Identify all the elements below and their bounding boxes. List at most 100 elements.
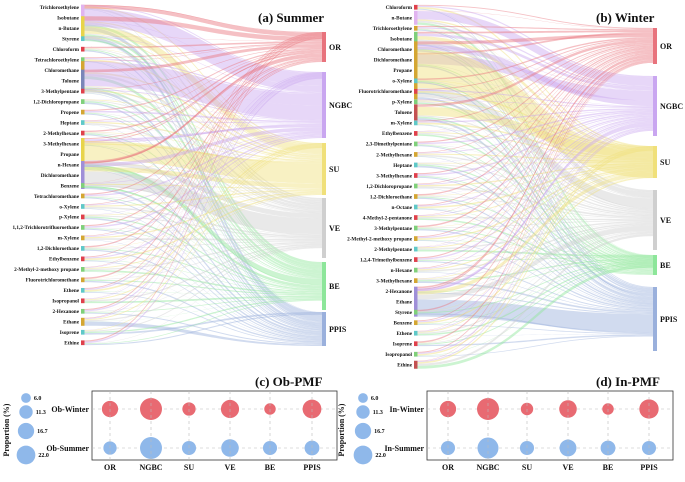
flow-n-butane-to-ngbc	[417, 11, 653, 87]
source-node-heptane	[414, 162, 418, 168]
flow-trichloroethylene-to-ppis	[417, 29, 653, 289]
flow-n-hexane-to-su	[84, 163, 322, 184]
flow-3-methylhexane-to-ngbc	[417, 121, 653, 279]
source-node-2-3-dimethylpentane	[414, 141, 418, 147]
flow-isobutane-to-ngbc	[417, 33, 653, 91]
flow-n-hexane-to-ppis	[84, 165, 322, 333]
flow-ethane-to-ve	[417, 225, 653, 300]
flow-3-methylhexane-to-be	[84, 144, 322, 279]
flow-toluene-to-or	[417, 39, 653, 107]
flow-3-methylpentane-to-su	[84, 90, 322, 160]
source-node-isoprene	[81, 329, 85, 335]
flow-2-3-dimethylpentane-to-ve	[417, 144, 653, 214]
flow-heptane-to-ngbc	[84, 120, 322, 124]
flow-chloroform-to-ve	[84, 48, 322, 205]
flow-ethylbenzene-to-ppis	[84, 260, 322, 342]
flow-1-1-2-trichlorotrifluoroethane-to-be	[84, 228, 322, 292]
flow-isopropanol-to-ve	[84, 243, 322, 302]
flow-trichloroethylene-to-ve	[84, 7, 322, 200]
flow-fluorotrichloromethane-to-be	[84, 279, 322, 296]
flow-n-butane-to-su	[417, 19, 653, 149]
flow-chloroform-to-ppis	[417, 8, 653, 288]
flow-tetrachloromethane-to-ppis	[84, 197, 322, 336]
target-label-ppis: PPIS	[329, 325, 347, 334]
flow-m-xylene-to-su	[417, 122, 653, 160]
flow-isoprene-to-su	[417, 146, 653, 344]
target-label-or: OR	[660, 42, 672, 51]
flow-2-methylpentane-to-ngbc	[417, 118, 653, 248]
flow-styrene-to-or	[417, 57, 653, 312]
row-label-ob-winter: Ob-Winter	[51, 405, 89, 414]
flow-2-hexanone-to-ve	[84, 244, 322, 312]
flow-n-hexane-to-or	[84, 53, 322, 164]
flow-ethane-to-or	[417, 55, 653, 289]
source-node-2-methyl-2-methoxy-propane	[81, 267, 85, 272]
source-label-n-octane: n-Octane	[392, 205, 413, 211]
flow-3-methylhexane-to-su	[84, 143, 322, 164]
source-label-2-methylhexane: 2-Methylhexane	[376, 152, 412, 158]
flow-2-methyl-2-methoxy-propane-to-su	[84, 194, 322, 269]
source-node-3-methylpentane	[81, 88, 85, 94]
flow-3-methylpentane-to-or	[84, 47, 322, 90]
flow-m-xylene-to-ppis	[417, 124, 653, 301]
flow-1-1-2-trichlorotrifluoroethane-to-ve	[84, 227, 322, 239]
flow-ethene-to-or	[417, 59, 653, 332]
flow-4-methyl-2-pentanone-to-su	[417, 166, 653, 218]
row-label-in-summer: In-Summer	[384, 444, 424, 453]
flow-propane-to-ngbc	[84, 125, 322, 142]
flow-2-methyl-2-methoxy-propane-to-ngbc	[417, 117, 653, 239]
flow-ethene-to-be	[417, 261, 653, 336]
flow-1-2-dichloroethane-to-ve	[417, 196, 653, 219]
flow-p-xylene-to-ppis	[417, 104, 653, 298]
source-label-1-2-dichloroethane: 1,2-Dichloroethane	[37, 246, 80, 252]
flow-isopropanol-to-su	[417, 147, 653, 356]
source-node-1-2-4-trimethylbenzene	[414, 257, 418, 262]
source-label-heptane: Heptane	[393, 163, 412, 169]
flow-chloroform-to-ppis	[84, 50, 322, 322]
flow-isoprene-to-ve	[84, 246, 322, 332]
flow-toluene-to-or	[84, 44, 322, 73]
flow-propane-to-su	[84, 141, 322, 184]
source-node-o-xylene	[414, 78, 418, 84]
flow-1-1-2-trichlorotrifluoroethane-to-ppis	[84, 228, 322, 339]
flow-isopropanol-to-ngbc	[84, 73, 322, 300]
flow-chloroform-to-be	[417, 8, 653, 256]
bubble-chart-in-pmf: In-Winter In-Summer OR NGBC SU VE BE PPIS	[384, 390, 674, 472]
flow-toluene-to-ppis	[84, 89, 322, 325]
flow-dichloromethane-to-su	[84, 166, 322, 189]
flow-propane-to-ppis	[84, 169, 322, 332]
source-node-styrene	[414, 309, 418, 315]
source-label-propane: Propane	[393, 68, 412, 74]
source-node-isopropanol	[81, 298, 85, 304]
flow-ethine-to-ve	[84, 247, 322, 344]
flow-2-hexanone-to-ngbc	[84, 74, 322, 312]
flow-ethene-to-su	[84, 143, 322, 292]
flow-toluene-to-ngbc	[84, 72, 322, 120]
flow-2-methyl-2-methoxy-propane-to-or	[417, 51, 653, 238]
target-node-or	[653, 28, 657, 64]
flow-4-methyl-2-pentanone-to-ve	[417, 217, 653, 221]
flow-2-methyl-2-methoxy-propane-to-su	[417, 167, 653, 240]
sankey-flows-summer	[84, 4, 322, 346]
flow-3-methylpentane-to-ppis	[84, 93, 322, 326]
flow-styrene-to-ve	[84, 38, 322, 204]
flow-isobutane-to-ve	[84, 22, 322, 202]
source-label-isobutane: Isobutane	[57, 16, 80, 22]
flow-ethine-to-or	[417, 62, 653, 362]
flow-o-xylene-to-ngbc	[417, 79, 653, 107]
flow-3-methylhexane-to-or	[84, 51, 322, 143]
flow-3-methylpentane-to-ve	[417, 220, 653, 229]
panel-d-title: (d) In-PMF	[596, 374, 660, 389]
flow-ethine-to-ngbc	[417, 129, 653, 363]
flow-isoprene-to-ngbc	[84, 76, 322, 331]
flow-n-hexane-to-or	[417, 53, 653, 269]
flow-chloromethane-to-ngbc	[417, 46, 653, 91]
flow-propene-to-ve	[84, 112, 322, 211]
flow-chloroform-to-ngbc	[417, 5, 653, 78]
size-legend-c: Proportion (%) 6.0 11.3 16.7 22.0	[2, 393, 49, 465]
flow-1-2-dichloropropane-to-be	[84, 101, 322, 277]
source-label-o-xylene: o-Xylene	[59, 204, 79, 210]
flow-2-3-dimethylpentane-to-ngbc	[417, 110, 653, 145]
flow-ethylbenzene-to-be	[417, 134, 653, 269]
flow-1-2-dichloroethane-to-be	[84, 248, 322, 293]
